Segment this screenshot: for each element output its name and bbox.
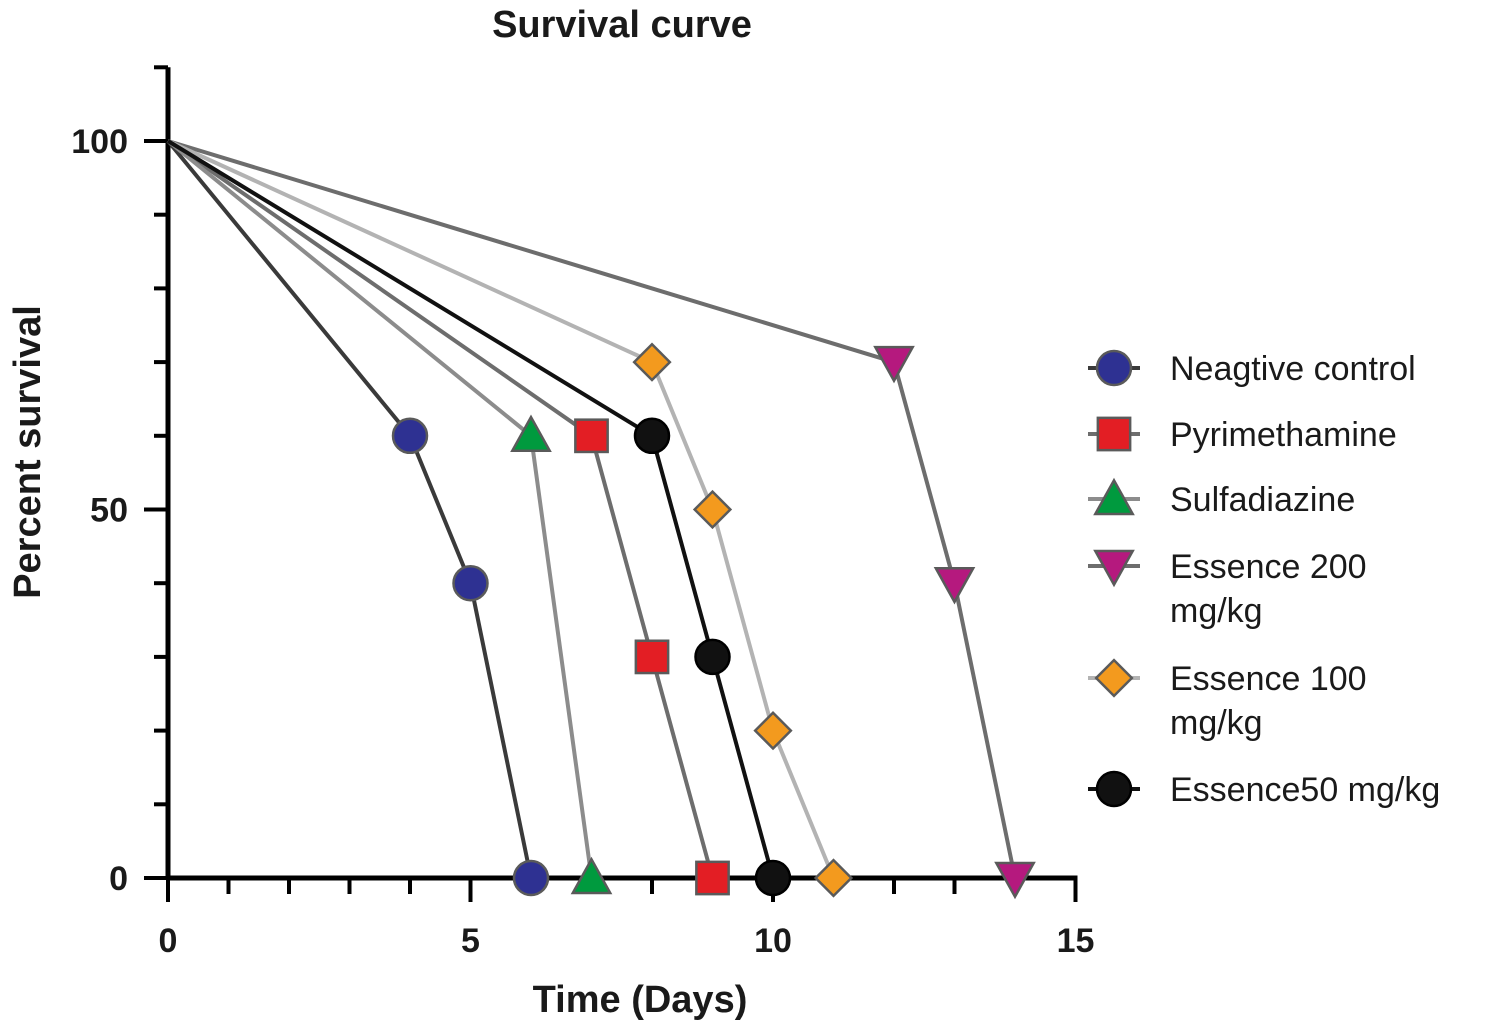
series-line-pyrimethamine	[166, 139, 715, 879]
x-tick-label: 15	[1057, 922, 1095, 960]
legend-marker-neagtive-control	[1095, 349, 1133, 387]
data-point-essence-200-mg-kg	[994, 861, 1036, 900]
chart-title: Survival curve	[492, 4, 752, 46]
series-lines	[166, 139, 1017, 879]
data-point-neagtive-control	[452, 564, 489, 602]
data-point-essence-100-mg-kg	[632, 342, 672, 382]
y-axis-label: Percent survival	[7, 305, 49, 599]
data-point-sulfadiazine	[510, 414, 552, 453]
y-tick-label: 50	[90, 492, 128, 530]
legend-label-essence-200-mg-kg: Essence 200	[1170, 548, 1367, 586]
data-point-essence50-mg-kg	[694, 638, 731, 676]
y-tick-label: 0	[109, 860, 128, 898]
data-point-pyrimethamine	[634, 639, 670, 675]
legend-marker-sulfadiazine	[1093, 477, 1135, 516]
legend-label-essence-200-mg-kg: mg/kg	[1170, 592, 1263, 630]
y-tick-label: 100	[71, 123, 128, 161]
legend-label-essence-100-mg-kg: mg/kg	[1170, 704, 1263, 742]
legend-label-sulfadiazine: Sulfadiazine	[1170, 481, 1355, 519]
data-point-neagtive-control	[512, 859, 550, 897]
data-point-essence-200-mg-kg	[933, 566, 976, 605]
legend-label-pyrimethamine: Pyrimethamine	[1170, 416, 1397, 454]
legend: Neagtive control Pyrimethamine Sulfadiazin…	[1088, 349, 1440, 809]
data-point-essence-100-mg-kg	[813, 858, 854, 898]
legend-label-neagtive-control: Neagtive control	[1170, 350, 1416, 388]
legend-label-essence-100-mg-kg: Essence 100	[1170, 660, 1367, 698]
legend-marker-pyrimethamine	[1096, 416, 1132, 452]
series-line-neagtive-control	[166, 139, 533, 879]
series-markers	[391, 342, 1036, 900]
x-tick-label: 10	[754, 922, 792, 960]
legend-marker-essence50-mg-kg	[1095, 770, 1133, 808]
data-point-essence-200-mg-kg	[873, 345, 915, 384]
legend-marker-essence-200-mg-kg	[1093, 549, 1135, 588]
data-point-neagtive-control	[391, 417, 429, 455]
data-point-essence-100-mg-kg	[753, 710, 793, 751]
data-point-sulfadiazine	[570, 856, 613, 895]
legend-marker-essence-100-mg-kg	[1094, 658, 1134, 698]
data-point-essence50-mg-kg	[754, 859, 792, 897]
x-axis-label: Time (Days)	[533, 979, 748, 1021]
data-point-essence-100-mg-kg	[692, 489, 733, 530]
data-point-pyrimethamine	[574, 418, 609, 454]
series-line-essence50-mg-kg	[166, 139, 775, 879]
series-line-essence-200-mg-kg	[167, 139, 1017, 879]
data-point-pyrimethamine	[695, 860, 730, 896]
legend-label-essence50-mg-kg: Essence50 mg/kg	[1170, 771, 1440, 809]
series-line-essence-100-mg-kg	[167, 139, 836, 879]
x-tick-label: 5	[461, 922, 480, 960]
data-point-essence50-mg-kg	[633, 417, 671, 455]
x-tick-label: 0	[159, 922, 178, 960]
